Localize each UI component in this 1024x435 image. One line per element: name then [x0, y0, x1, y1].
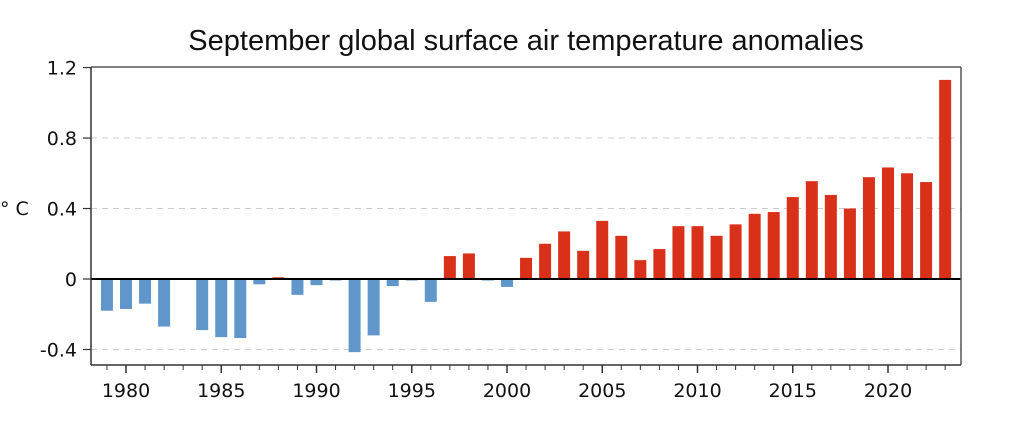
bar-2018 — [843, 208, 856, 279]
x-tick-label: 2005 — [578, 380, 626, 402]
bar-1987 — [253, 279, 266, 285]
bar-1992 — [348, 279, 361, 353]
bar-1997 — [443, 256, 456, 279]
bar-2006 — [615, 235, 628, 279]
y-axis-label: ° C — [0, 198, 29, 220]
x-tick-label: 1980 — [102, 380, 150, 402]
bar-1985 — [215, 279, 228, 338]
y-tick-label: 0.4 — [47, 199, 77, 221]
bar-1982 — [158, 279, 171, 327]
x-tick-label: 2015 — [769, 380, 817, 402]
bar-2016 — [805, 181, 818, 279]
bar-2003 — [558, 231, 571, 279]
bar-2009 — [672, 226, 685, 279]
bar-1996 — [424, 279, 437, 302]
bar-2022 — [920, 182, 933, 279]
bar-2020 — [882, 167, 894, 279]
bar-1980 — [120, 279, 132, 309]
x-tick-label: 1990 — [292, 380, 340, 402]
x-tick-label: 2000 — [483, 380, 531, 402]
bar-2014 — [767, 212, 780, 279]
y-tick-label: 1.2 — [47, 58, 77, 80]
bar-1979 — [100, 279, 113, 311]
y-tick-label: 0.8 — [47, 128, 77, 150]
x-tick-label: 1995 — [388, 380, 436, 402]
bar-1990 — [310, 279, 323, 286]
bar-2012 — [729, 224, 742, 279]
bar-2005 — [596, 220, 609, 279]
bar-2002 — [539, 243, 552, 279]
bar-1984 — [196, 279, 209, 331]
y-tick-label: 0 — [65, 269, 77, 291]
bar-2004 — [577, 250, 590, 279]
bar-2017 — [824, 194, 837, 279]
bar-1989 — [291, 279, 304, 295]
bars — [100, 79, 952, 353]
x-ticks: 1980 1985 1990 1995 2000 2005 2010 2015 2020 — [102, 365, 946, 402]
bar-2023 — [939, 79, 952, 279]
chart-title: September global surface air temperature… — [188, 25, 863, 57]
bar-1994 — [386, 279, 399, 287]
bar-2008 — [653, 249, 666, 279]
bar-2019 — [862, 177, 875, 279]
bar-1981 — [139, 279, 152, 304]
gridlines — [91, 137, 961, 350]
bar-2013 — [748, 213, 761, 279]
bar-1986 — [234, 279, 247, 339]
bar-2007 — [634, 260, 647, 279]
bar-2015 — [786, 197, 799, 279]
x-tick-label: 2020 — [864, 380, 912, 402]
bar-2011 — [710, 235, 723, 279]
bar-1998 — [462, 253, 475, 279]
y-ticks: -0.4 0 0.4 0.8 1.2 — [40, 58, 91, 361]
bar-1993 — [367, 279, 380, 336]
bar-2010 — [691, 226, 704, 279]
bar-2001 — [520, 257, 533, 279]
bar-2000 — [501, 279, 513, 287]
x-tick-label: 2010 — [673, 380, 721, 402]
bar-2021 — [901, 173, 914, 279]
x-tick-label: 1985 — [197, 380, 245, 402]
y-tick-label: -0.4 — [40, 339, 77, 361]
